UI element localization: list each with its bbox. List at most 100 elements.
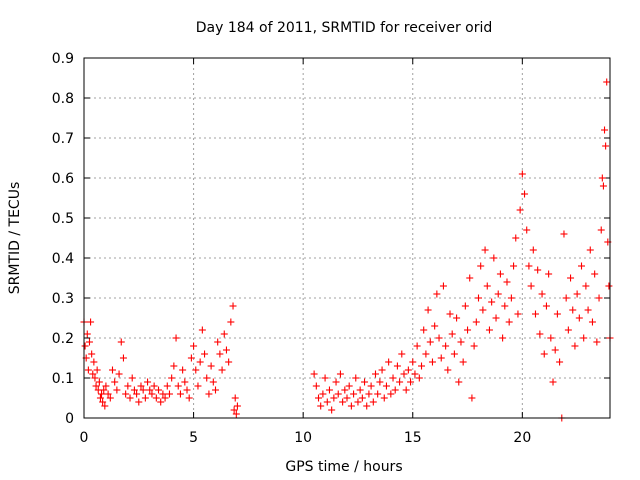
data-point: [92, 382, 100, 390]
data-point: [382, 382, 390, 390]
data-point: [400, 370, 408, 378]
data-point: [159, 390, 167, 398]
data-point: [126, 394, 134, 402]
data-point: [183, 386, 191, 394]
data-point: [553, 310, 561, 318]
data-point: [494, 290, 502, 298]
data-point: [477, 262, 485, 270]
data-point: [165, 390, 173, 398]
data-point: [584, 306, 592, 314]
data-point: [435, 334, 443, 342]
y-tick-label: 0: [65, 411, 74, 427]
data-point: [310, 370, 318, 378]
data-point: [492, 314, 500, 322]
data-point: [605, 282, 613, 290]
data-point: [402, 386, 410, 394]
data-point: [518, 170, 526, 178]
data-point: [455, 378, 463, 386]
data-point: [450, 350, 458, 358]
data-point: [332, 378, 340, 386]
x-tick-label: 10: [294, 430, 312, 446]
data-point: [499, 334, 507, 342]
data-point: [328, 406, 336, 414]
data-point: [99, 398, 107, 406]
data-point: [205, 390, 213, 398]
data-point: [588, 318, 596, 326]
data-point: [201, 350, 209, 358]
data-point: [198, 326, 206, 334]
data-point: [325, 386, 333, 394]
data-point: [488, 298, 496, 306]
data-point: [98, 390, 106, 398]
data-point: [119, 354, 127, 362]
data-point: [161, 394, 169, 402]
data-point: [580, 334, 588, 342]
data-point: [404, 366, 412, 374]
data-point: [170, 362, 178, 370]
y-tick-label: 0.9: [52, 51, 74, 67]
data-point: [85, 338, 93, 346]
y-tick-label: 0.3: [52, 291, 74, 307]
data-point: [431, 322, 439, 330]
plot-frame: [83, 57, 611, 419]
data-point: [230, 406, 238, 414]
data-point: [172, 334, 180, 342]
data-point: [176, 390, 184, 398]
data-point: [88, 350, 96, 358]
data-point: [374, 390, 382, 398]
data-point: [593, 338, 601, 346]
data-point: [319, 390, 327, 398]
data-point: [470, 342, 478, 350]
y-tick-label: 0.7: [52, 131, 74, 147]
data-point: [190, 342, 198, 350]
data-point: [575, 314, 583, 322]
data-point: [350, 390, 358, 398]
data-point: [586, 246, 594, 254]
data-point: [179, 366, 187, 374]
data-point: [115, 370, 123, 378]
data-point: [391, 386, 399, 394]
data-point: [111, 378, 119, 386]
data-point: [371, 370, 379, 378]
data-point: [514, 310, 522, 318]
data-point: [312, 382, 320, 390]
data-point: [95, 378, 103, 386]
data-point: [347, 402, 355, 410]
data-point: [229, 302, 237, 310]
data-point: [157, 398, 165, 406]
data-point: [363, 402, 371, 410]
data-point: [130, 386, 138, 394]
data-point: [91, 374, 99, 382]
data-point: [442, 342, 450, 350]
data-point: [422, 350, 430, 358]
grid-lines: [84, 58, 610, 418]
data-point: [529, 246, 537, 254]
data-point: [83, 330, 91, 338]
x-tick-label: 20: [513, 430, 531, 446]
data-point: [540, 350, 548, 358]
data-point: [571, 342, 579, 350]
data-point: [466, 274, 474, 282]
data-point: [315, 394, 323, 402]
data-point: [380, 394, 388, 402]
data-point: [345, 382, 353, 390]
data-point: [334, 390, 342, 398]
data-point: [354, 398, 362, 406]
data-point: [521, 190, 529, 198]
data-point: [81, 342, 89, 350]
data-points: [80, 78, 614, 422]
data-point: [582, 282, 590, 290]
y-tick-label: 0.2: [52, 331, 74, 347]
data-point: [141, 394, 149, 402]
data-point: [439, 282, 447, 290]
data-point: [96, 394, 104, 402]
data-point: [481, 246, 489, 254]
data-point: [597, 226, 605, 234]
data-point: [387, 390, 395, 398]
data-point: [453, 314, 461, 322]
data-point: [102, 382, 110, 390]
data-point: [567, 274, 575, 282]
x-axis-label: GPS time / hours: [285, 459, 402, 475]
data-point: [339, 398, 347, 406]
data-point: [411, 370, 419, 378]
